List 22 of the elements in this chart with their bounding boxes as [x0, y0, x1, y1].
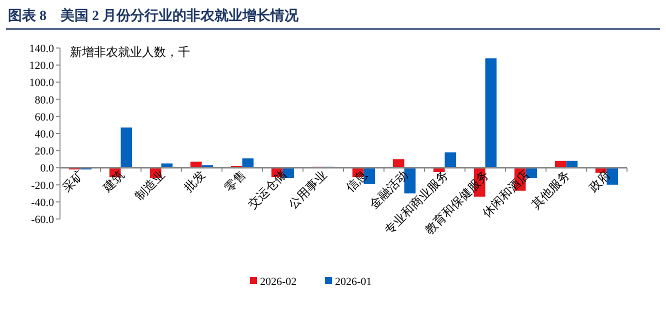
x-tick-label: 制造业: [132, 168, 168, 204]
y-tick-label: 100.0: [29, 77, 54, 90]
y-tick-label: -20.0: [31, 180, 54, 192]
x-tick-label: 其他服务: [528, 168, 572, 212]
chart-title: 图表 8 美国 2 月份分行业的非农就业增长情况: [8, 7, 300, 24]
x-tick-label: 批发: [181, 168, 208, 195]
y-tick-label: 0.0: [40, 162, 54, 175]
legend-label: 2026-02: [260, 276, 297, 288]
y-tick-label: 60.0: [34, 111, 54, 124]
y-tick-label: 140.0: [29, 43, 54, 55]
x-tick-label: 政府: [586, 168, 613, 195]
y-tick-label: 40.0: [34, 128, 54, 140]
y-tick-label: -40.0: [31, 196, 54, 209]
y-tick-label: -60.0: [31, 214, 54, 226]
y-tick-label: 80.0: [34, 94, 54, 106]
y-axis-title: 新增非农就业人数，千: [70, 45, 190, 59]
y-tick-label: 20.0: [34, 146, 54, 158]
legend-label: 2026-01: [335, 276, 372, 288]
x-tick-label: 采矿: [60, 168, 86, 195]
x-tick-label: 建筑: [99, 168, 127, 196]
x-tick-label: 信息: [343, 168, 370, 195]
y-tick-label: 120.0: [29, 60, 54, 72]
